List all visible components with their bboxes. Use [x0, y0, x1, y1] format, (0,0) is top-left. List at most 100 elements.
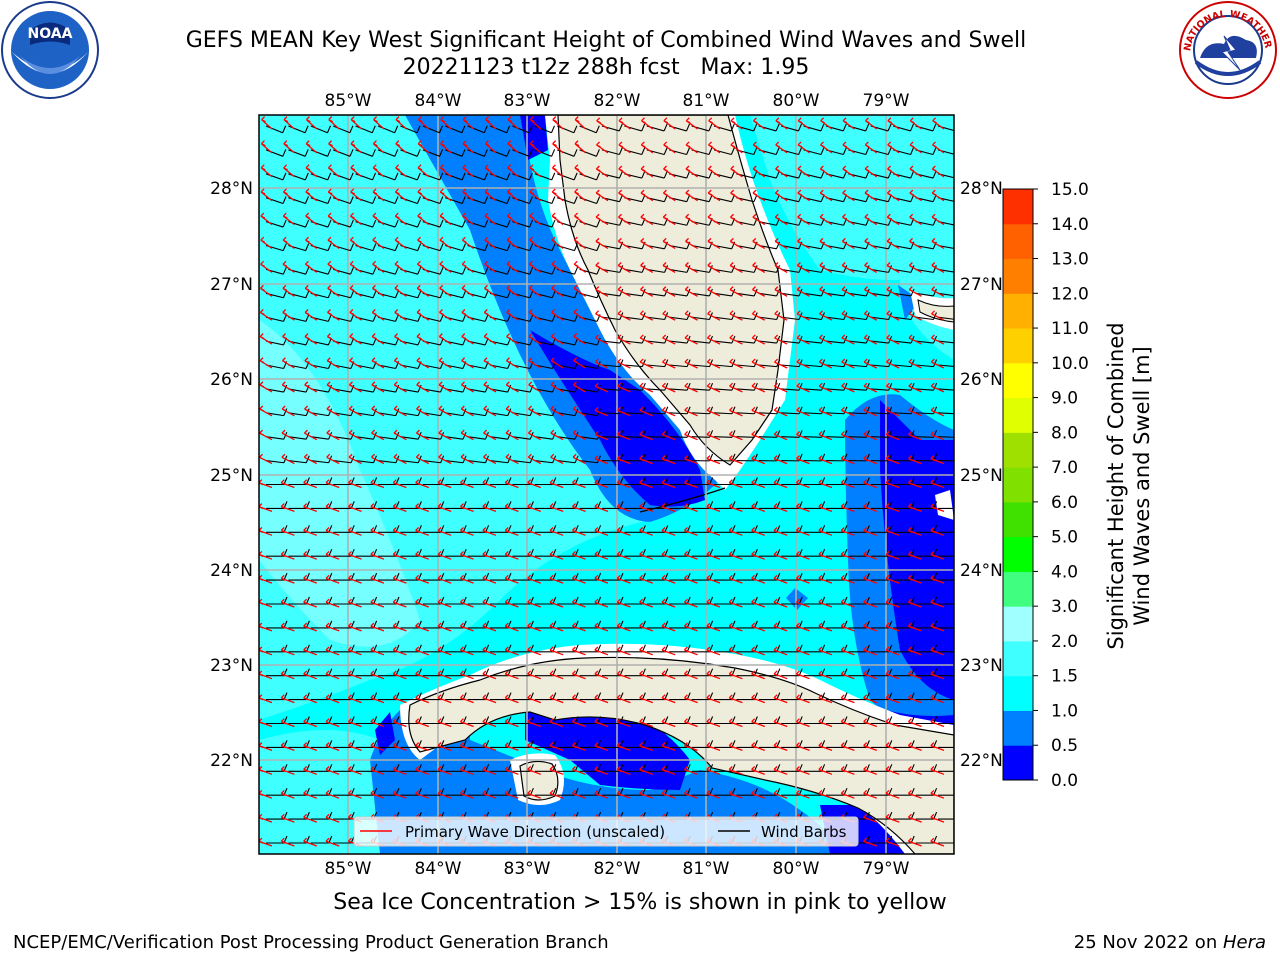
wave-arrow — [751, 503, 766, 513]
wave-arrow — [280, 694, 295, 704]
wave-arrow — [325, 742, 340, 752]
wave-arrow — [774, 334, 788, 345]
wind-barb — [646, 382, 669, 391]
wind-barb — [736, 288, 758, 297]
wave-arrow — [527, 574, 542, 584]
wave-arrow — [706, 598, 721, 608]
wave-arrow — [347, 742, 362, 752]
wave-arrow — [685, 189, 698, 202]
wave-arrow — [751, 406, 766, 417]
wave-arrow — [908, 358, 922, 369]
colorbar-bin — [1003, 258, 1033, 294]
wave-arrow — [818, 718, 833, 728]
wave-arrow — [818, 406, 833, 417]
wave-arrow — [280, 789, 295, 799]
wave-arrow — [773, 742, 788, 752]
wave-arrow — [885, 574, 900, 584]
colorbar-tick-label: 3.0 — [1051, 597, 1078, 617]
wave-arrow — [661, 718, 676, 728]
wave-arrow — [863, 406, 878, 417]
wave-arrow — [504, 789, 519, 799]
wave-arrow — [930, 503, 945, 513]
wave-arrow — [416, 284, 430, 297]
wave-arrow — [616, 789, 631, 799]
wave-arrow — [818, 550, 833, 560]
wave-arrow — [774, 237, 788, 250]
colorbar-tick-label: 14.0 — [1051, 215, 1089, 235]
wave-arrow — [417, 212, 430, 226]
wind-barb — [624, 382, 646, 391]
wave-arrow — [571, 503, 586, 513]
wind-barb — [937, 292, 954, 297]
wave-arrow — [438, 429, 452, 441]
wave-arrow — [594, 646, 609, 656]
wave-arrow — [459, 503, 474, 513]
wave-arrow — [909, 117, 922, 130]
wind-barb — [938, 507, 954, 509]
wave-arrow — [796, 334, 810, 345]
wave-arrow — [415, 670, 430, 680]
wave-arrow — [617, 406, 631, 417]
wave-arrow — [549, 598, 564, 608]
wave-arrow — [751, 670, 766, 680]
wave-arrow — [459, 479, 474, 489]
wave-arrow — [551, 236, 564, 250]
wave-arrow — [504, 527, 519, 536]
wave-arrow — [571, 670, 586, 680]
wave-arrow — [796, 262, 810, 273]
wind-barb — [893, 406, 915, 415]
wave-arrow — [594, 503, 609, 513]
wave-arrow — [550, 453, 564, 465]
wave-arrow — [571, 598, 586, 608]
wave-arrow — [305, 188, 318, 202]
wave-arrow — [504, 670, 519, 680]
wave-arrow — [347, 622, 362, 632]
wave-arrow — [303, 598, 318, 608]
wave-arrow — [729, 334, 743, 345]
wave-arrow — [596, 117, 609, 130]
wave-arrow — [440, 140, 452, 154]
wave-arrow — [684, 406, 698, 417]
wave-arrow — [505, 381, 519, 393]
wind-barb — [355, 431, 377, 440]
wave-arrow — [751, 550, 766, 560]
wave-arrow — [347, 479, 362, 489]
colorbar-tick-label: 1.0 — [1051, 701, 1078, 721]
wave-arrow — [482, 574, 497, 584]
wind-barb — [377, 125, 399, 134]
wave-arrow — [507, 140, 519, 154]
wave-arrow — [594, 358, 609, 369]
wave-arrow — [774, 286, 788, 297]
wind-barb — [669, 382, 691, 391]
wave-arrow — [325, 503, 340, 513]
wave-arrow — [773, 431, 788, 441]
wind-barb — [803, 265, 825, 273]
wave-arrow — [459, 789, 474, 799]
wave-arrow — [482, 694, 497, 704]
wave-arrow — [528, 333, 542, 345]
wave-arrow — [640, 141, 654, 154]
wave-arrow — [327, 212, 340, 226]
wave-arrow — [840, 431, 855, 441]
lon-label-top: 80°W — [773, 91, 820, 111]
colorbar-tick-label: 4.0 — [1051, 562, 1078, 582]
wave-arrow — [685, 165, 698, 178]
wave-arrow — [795, 550, 810, 560]
wave-arrow — [459, 574, 474, 584]
wave-arrow — [303, 453, 318, 465]
wind-barb — [938, 651, 954, 653]
wave-arrow — [437, 766, 452, 775]
wave-arrow — [439, 260, 452, 273]
wave-arrow — [683, 646, 698, 656]
wave-arrow — [437, 574, 452, 584]
wave-arrow — [283, 140, 295, 154]
colorbar-bin — [1003, 640, 1033, 677]
wave-arrow — [728, 431, 743, 441]
legend-barb-label: Wind Barbs — [761, 823, 847, 841]
wave-arrow — [529, 212, 542, 226]
wave-arrow — [459, 670, 474, 680]
wave-arrow — [550, 357, 564, 369]
wave-arrow — [930, 382, 945, 393]
wave-arrow — [392, 598, 407, 608]
